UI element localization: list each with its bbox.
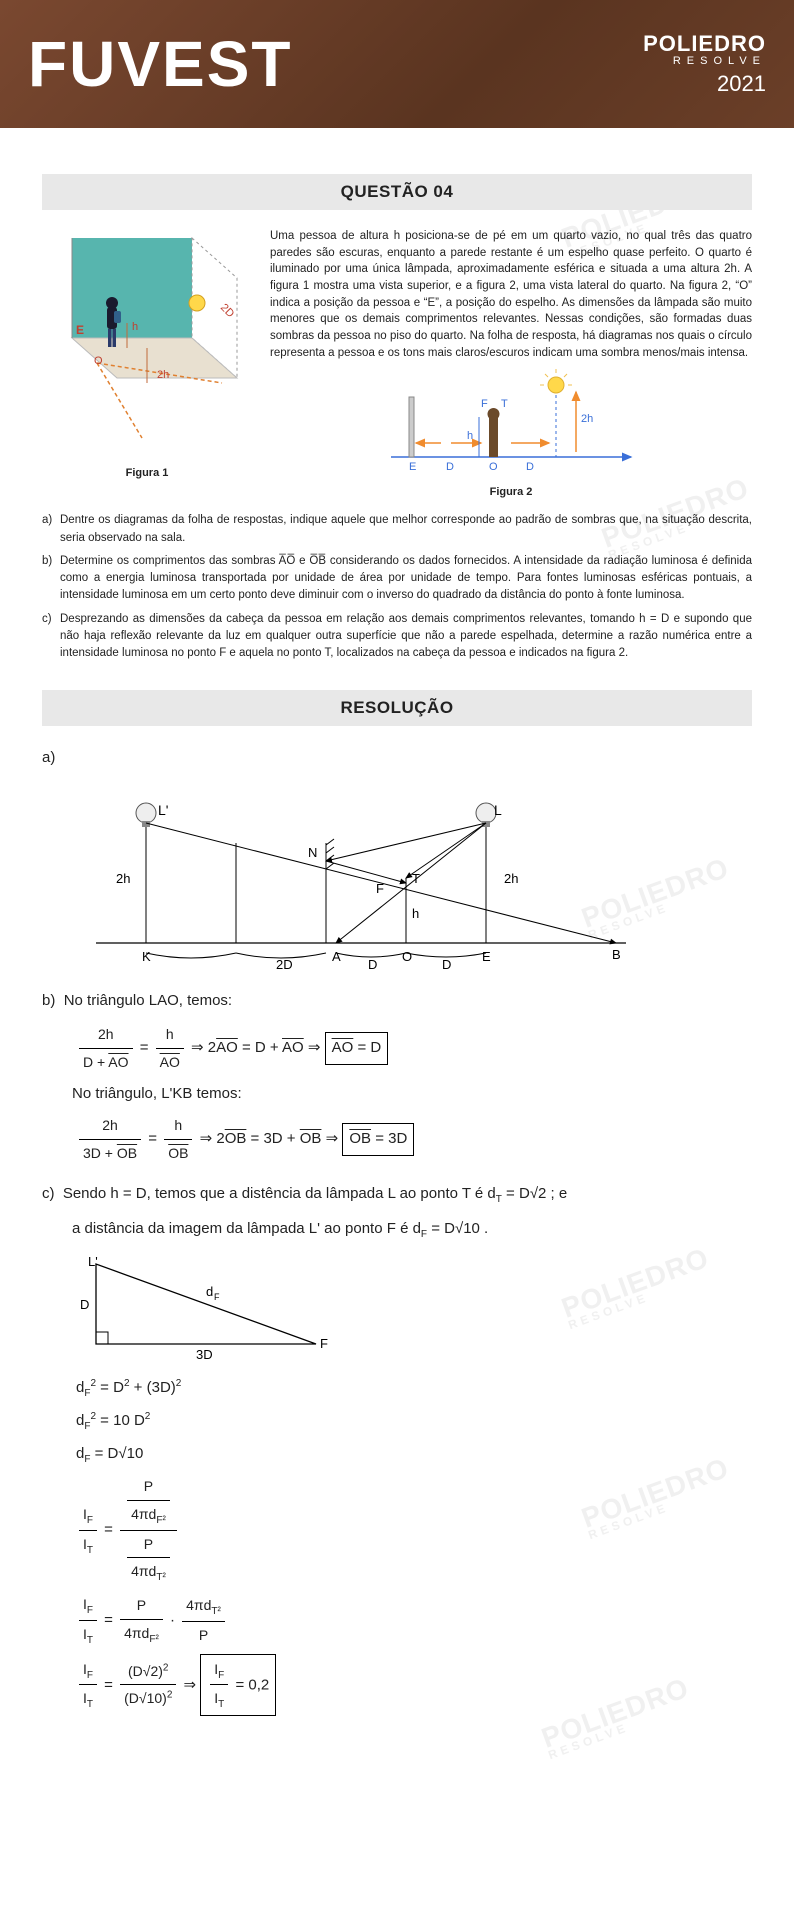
- svg-text:E: E: [482, 949, 491, 964]
- sol-b-label: b) No triângulo LAO, temos:: [42, 987, 752, 1016]
- svg-text:A: A: [332, 949, 341, 964]
- svg-text:2D: 2D: [218, 302, 236, 320]
- svg-text:2h: 2h: [157, 369, 169, 381]
- svg-text:O: O: [402, 949, 412, 964]
- item-b-label: b): [42, 553, 60, 605]
- figure-2: E D O D F T h 2h Figura 2: [381, 367, 641, 498]
- year: 2021: [643, 71, 766, 97]
- sol-c-ratio1: IFIT = P4πdF² P4πdT²: [76, 1473, 752, 1587]
- sol-b-line2: No triângulo, L'KB temos:: [72, 1080, 752, 1109]
- item-b-text: Determine os comprimentos das sombras A̅…: [60, 553, 752, 605]
- svg-text:2D: 2D: [276, 957, 293, 972]
- svg-text:d: d: [206, 1284, 213, 1299]
- sol-c-label: c) Sendo h = D, temos que a distência da…: [42, 1180, 752, 1209]
- svg-text:D: D: [80, 1297, 89, 1312]
- svg-text:3D: 3D: [196, 1347, 213, 1362]
- svg-text:D: D: [446, 461, 454, 473]
- svg-text:2h: 2h: [504, 871, 518, 886]
- svg-text:L': L': [158, 802, 168, 818]
- svg-text:2h: 2h: [116, 871, 130, 886]
- svg-text:F: F: [376, 881, 384, 896]
- svg-text:h: h: [132, 321, 138, 333]
- svg-text:F: F: [214, 1292, 220, 1302]
- solution-triangle: L' D 3D F dF: [76, 1254, 752, 1364]
- svg-text:D: D: [526, 461, 534, 473]
- svg-text:O: O: [489, 461, 498, 473]
- svg-text:K: K: [142, 949, 151, 964]
- header-banner: FUVEST POLIEDRO RESOLVE 2021: [0, 0, 794, 128]
- solution-block: a) L' L 2h 2h N F T h K 2D A D O: [42, 744, 752, 1716]
- brand-line1: POLIEDRO: [643, 31, 766, 57]
- sol-c-ratio3: IFIT = (D√2)2(D√10)2 ⇒ IFIT = 0,2: [76, 1654, 752, 1717]
- figure-1: E O h 2h 2D Figura 1: [42, 228, 252, 502]
- svg-text:T: T: [501, 398, 508, 410]
- svg-text:2h: 2h: [581, 413, 593, 425]
- svg-text:E: E: [76, 323, 84, 337]
- figure-1-caption: Figura 1: [42, 467, 252, 479]
- svg-text:T: T: [412, 871, 420, 886]
- svg-text:F: F: [481, 398, 488, 410]
- svg-text:O: O: [94, 355, 103, 367]
- sol-c-eq2: dF2 = 10 D2: [76, 1407, 752, 1436]
- question-items: a) Dentre os diagramas da folha de respo…: [42, 512, 752, 662]
- svg-text:F: F: [320, 1336, 328, 1351]
- sol-c-eq1: dF2 = D2 + (3D)2: [76, 1374, 752, 1403]
- question-text: Uma pessoa de altura h posiciona-se de p…: [270, 228, 752, 361]
- sol-a-label: a): [42, 744, 752, 773]
- solution-diagram-a: L' L 2h 2h N F T h K 2D A D O D E B: [76, 783, 752, 973]
- svg-text:B: B: [612, 947, 621, 962]
- question-section-title: QUESTÃO 04: [42, 174, 752, 210]
- item-c-text: Desprezando as dimensões da cabeça da pe…: [60, 611, 752, 663]
- svg-text:D: D: [442, 957, 451, 972]
- item-c-label: c): [42, 611, 60, 663]
- svg-text:h: h: [467, 430, 473, 442]
- brand-block: POLIEDRO RESOLVE 2021: [643, 31, 766, 97]
- svg-text:D: D: [368, 957, 377, 972]
- svg-text:L': L': [88, 1254, 98, 1269]
- item-a-text: Dentre os diagramas da folha de resposta…: [60, 512, 752, 547]
- svg-text:h: h: [412, 906, 419, 921]
- sol-c-line2: a distância da imagem da lâmpada L' ao p…: [72, 1215, 752, 1244]
- solution-section-title: RESOLUÇÃO: [42, 690, 752, 726]
- figure-2-caption: Figura 2: [381, 486, 641, 498]
- svg-text:L: L: [494, 802, 502, 818]
- sol-c-ratio2: IFIT = P4πdF² · 4πdT²P: [76, 1591, 752, 1650]
- question-row: E O h 2h 2D Figura 1 Uma pessoa de altur…: [42, 228, 752, 502]
- item-a-label: a): [42, 512, 60, 547]
- sol-b-eq1: 2hD + AO = hAO ⇒ 2AO = D + AO ⇒ AO = D: [76, 1021, 752, 1075]
- exam-title: FUVEST: [28, 27, 292, 101]
- svg-text:E: E: [409, 461, 416, 473]
- svg-text:N: N: [308, 845, 317, 860]
- sol-c-eq3: dF = D√10: [76, 1440, 752, 1469]
- sol-b-eq2: 2h3D + OB = hOB ⇒ 2OB = 3D + OB ⇒ OB = 3…: [76, 1112, 752, 1166]
